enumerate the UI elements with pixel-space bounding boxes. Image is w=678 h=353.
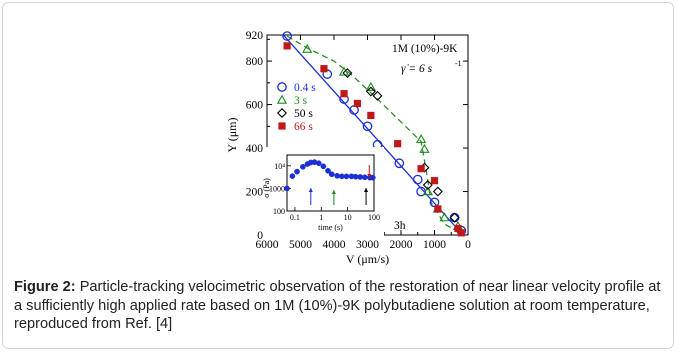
data-point-66-ss [454,224,462,233]
data-point-66-ss [417,165,425,173]
inset-x-tick-label: 100 [368,213,380,222]
inset-x-tick-label: 10 [344,213,352,222]
legend-label: 66 s [294,121,313,133]
data-point-66-ss [283,42,291,50]
x-tick-label: 3000 [356,239,379,251]
inset-arrow-head [308,188,313,192]
y-tick-label: 200 [246,187,264,199]
panel-label: 3h [394,220,406,232]
inset-y-tick-label: 1000 [269,184,285,193]
inset-data-point [320,163,327,170]
inset-data-point [315,160,322,167]
data-point-3-ss [419,143,430,153]
inset-x-axis-label: time (s) [318,223,343,232]
inset-arrow-head [367,174,372,178]
x-tick-label: 6000 [256,239,279,251]
inset-data-point [369,174,376,181]
data-point-0-4-ss [394,158,405,169]
inset-data-point [300,163,306,170]
inset-data-point [294,168,300,175]
data-point-66-ss [320,65,328,73]
legend-marker [278,122,286,130]
rate-annotation: γ̇ = 6 s [401,63,433,75]
legend-label: 50 s [294,108,313,120]
data-point-3-ss [338,66,350,76]
data-point-3-ss [415,134,427,144]
y-tick-label: 600 [246,100,264,112]
inset-data-point [325,167,331,174]
legend-label: 0.4 s [294,82,316,94]
inset-data-point [343,173,350,180]
data-point-0-4-ss [362,121,373,132]
data-point-50-ss [372,90,383,101]
x-tick-label: 2000 [390,239,413,251]
data-point-50-ss [422,180,433,190]
legend-label: 3 s [294,95,308,107]
inset-data-point [362,174,368,181]
x-tick-label: 4000 [323,239,346,251]
inset-frame [286,154,375,212]
inset-y-tick-label: 100 [273,207,285,216]
legend-marker [277,82,287,92]
data-point-3-ss [439,212,450,222]
data-point-3-ss [302,43,313,53]
y-tick-label: 800 [246,56,264,68]
inset-arrow-head [331,190,336,194]
inset-x-tick-label: 0.1 [290,213,300,222]
legend-marker [276,94,288,104]
data-point-50-ss [365,86,376,97]
inset-y-axis-label: σ (Pa) [262,178,271,198]
inset-x-tick-label: 1 [319,213,323,222]
legend-marker [277,108,287,118]
data-point-0-4-ss [449,212,460,223]
data-point-3-ss [365,81,376,91]
figure-caption: Figure 2: Particle-tracking velocimetric… [14,278,664,334]
rate-exponent: -1 [455,59,462,68]
x-axis-label: V (μm/s) [346,252,389,266]
y-tick-label: 0 [257,230,263,242]
x-tick-label: 1000 [423,239,446,251]
inset-y-tick-label: 10⁴ [274,162,285,171]
data-point-3-ss [422,186,433,196]
inset-data-point [334,172,341,179]
data-point-66-ss [353,99,362,108]
inset-background [263,147,384,237]
inset-arrow-head [364,188,369,192]
x-tick-label: 5000 [289,239,312,251]
data-point-66-ss [430,177,439,185]
data-point-66-ss [457,229,465,237]
data-point-50-ss [449,212,460,223]
inset-data-point [289,173,296,179]
data-point-66-ss [340,90,348,98]
data-point-0-4-ss [282,31,292,41]
y-tick-label: 400 [246,143,264,155]
caption-text: Particle-tracking velocimetric observati… [14,279,661,332]
caption-label: Figure 2: [14,279,76,295]
data-point-0-4-ss [412,174,423,185]
y-tick-label: 920 [246,30,264,42]
x-tick-label: 0 [465,239,471,251]
data-point-66-ss [394,140,402,148]
sample-annotation: 1M (10%)-9K [392,43,458,55]
inset-chart: 0.1 1 10 100 100 1000 10⁴ time (s) σ (Pa) [262,147,384,237]
data-point-50-ss [432,186,443,197]
data-point-66-ss [367,111,375,120]
y-axis-label: Y (μm) [225,118,239,153]
inset-data-point [284,185,290,192]
fit-line-0-4s [283,35,464,236]
data-point-66-ss [434,205,442,213]
data-point-50-ss [342,68,353,79]
inset-data-point [328,171,335,178]
